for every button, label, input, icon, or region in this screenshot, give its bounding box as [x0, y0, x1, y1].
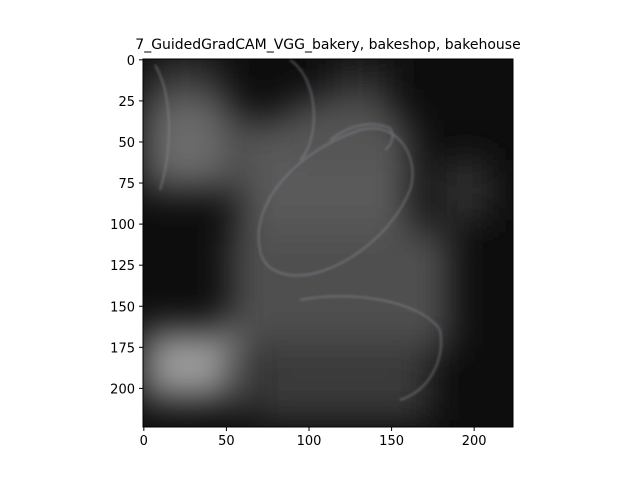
x-tick-label: 0 — [140, 434, 148, 449]
axes-frame — [142, 58, 514, 428]
x-tick-label: 200 — [462, 434, 487, 449]
y-tick-label: 0 — [127, 54, 135, 69]
y-tick-label: 25 — [118, 95, 135, 110]
y-tick-label: 75 — [118, 177, 135, 192]
y-tick-label: 125 — [110, 259, 135, 274]
y-tick-label: 175 — [110, 341, 135, 356]
x-tick-label: 150 — [379, 434, 404, 449]
y-tick-label: 50 — [118, 136, 135, 151]
chart-title: 7_GuidedGradCAM_VGG_bakery, bakeshop, ba… — [135, 37, 520, 53]
heatmap-image — [143, 59, 513, 427]
y-tick-label: 100 — [110, 218, 135, 233]
y-tick-label: 150 — [110, 300, 135, 315]
x-tick-label: 100 — [297, 434, 322, 449]
x-tick-label: 50 — [218, 434, 235, 449]
y-tick-label: 200 — [110, 382, 135, 397]
